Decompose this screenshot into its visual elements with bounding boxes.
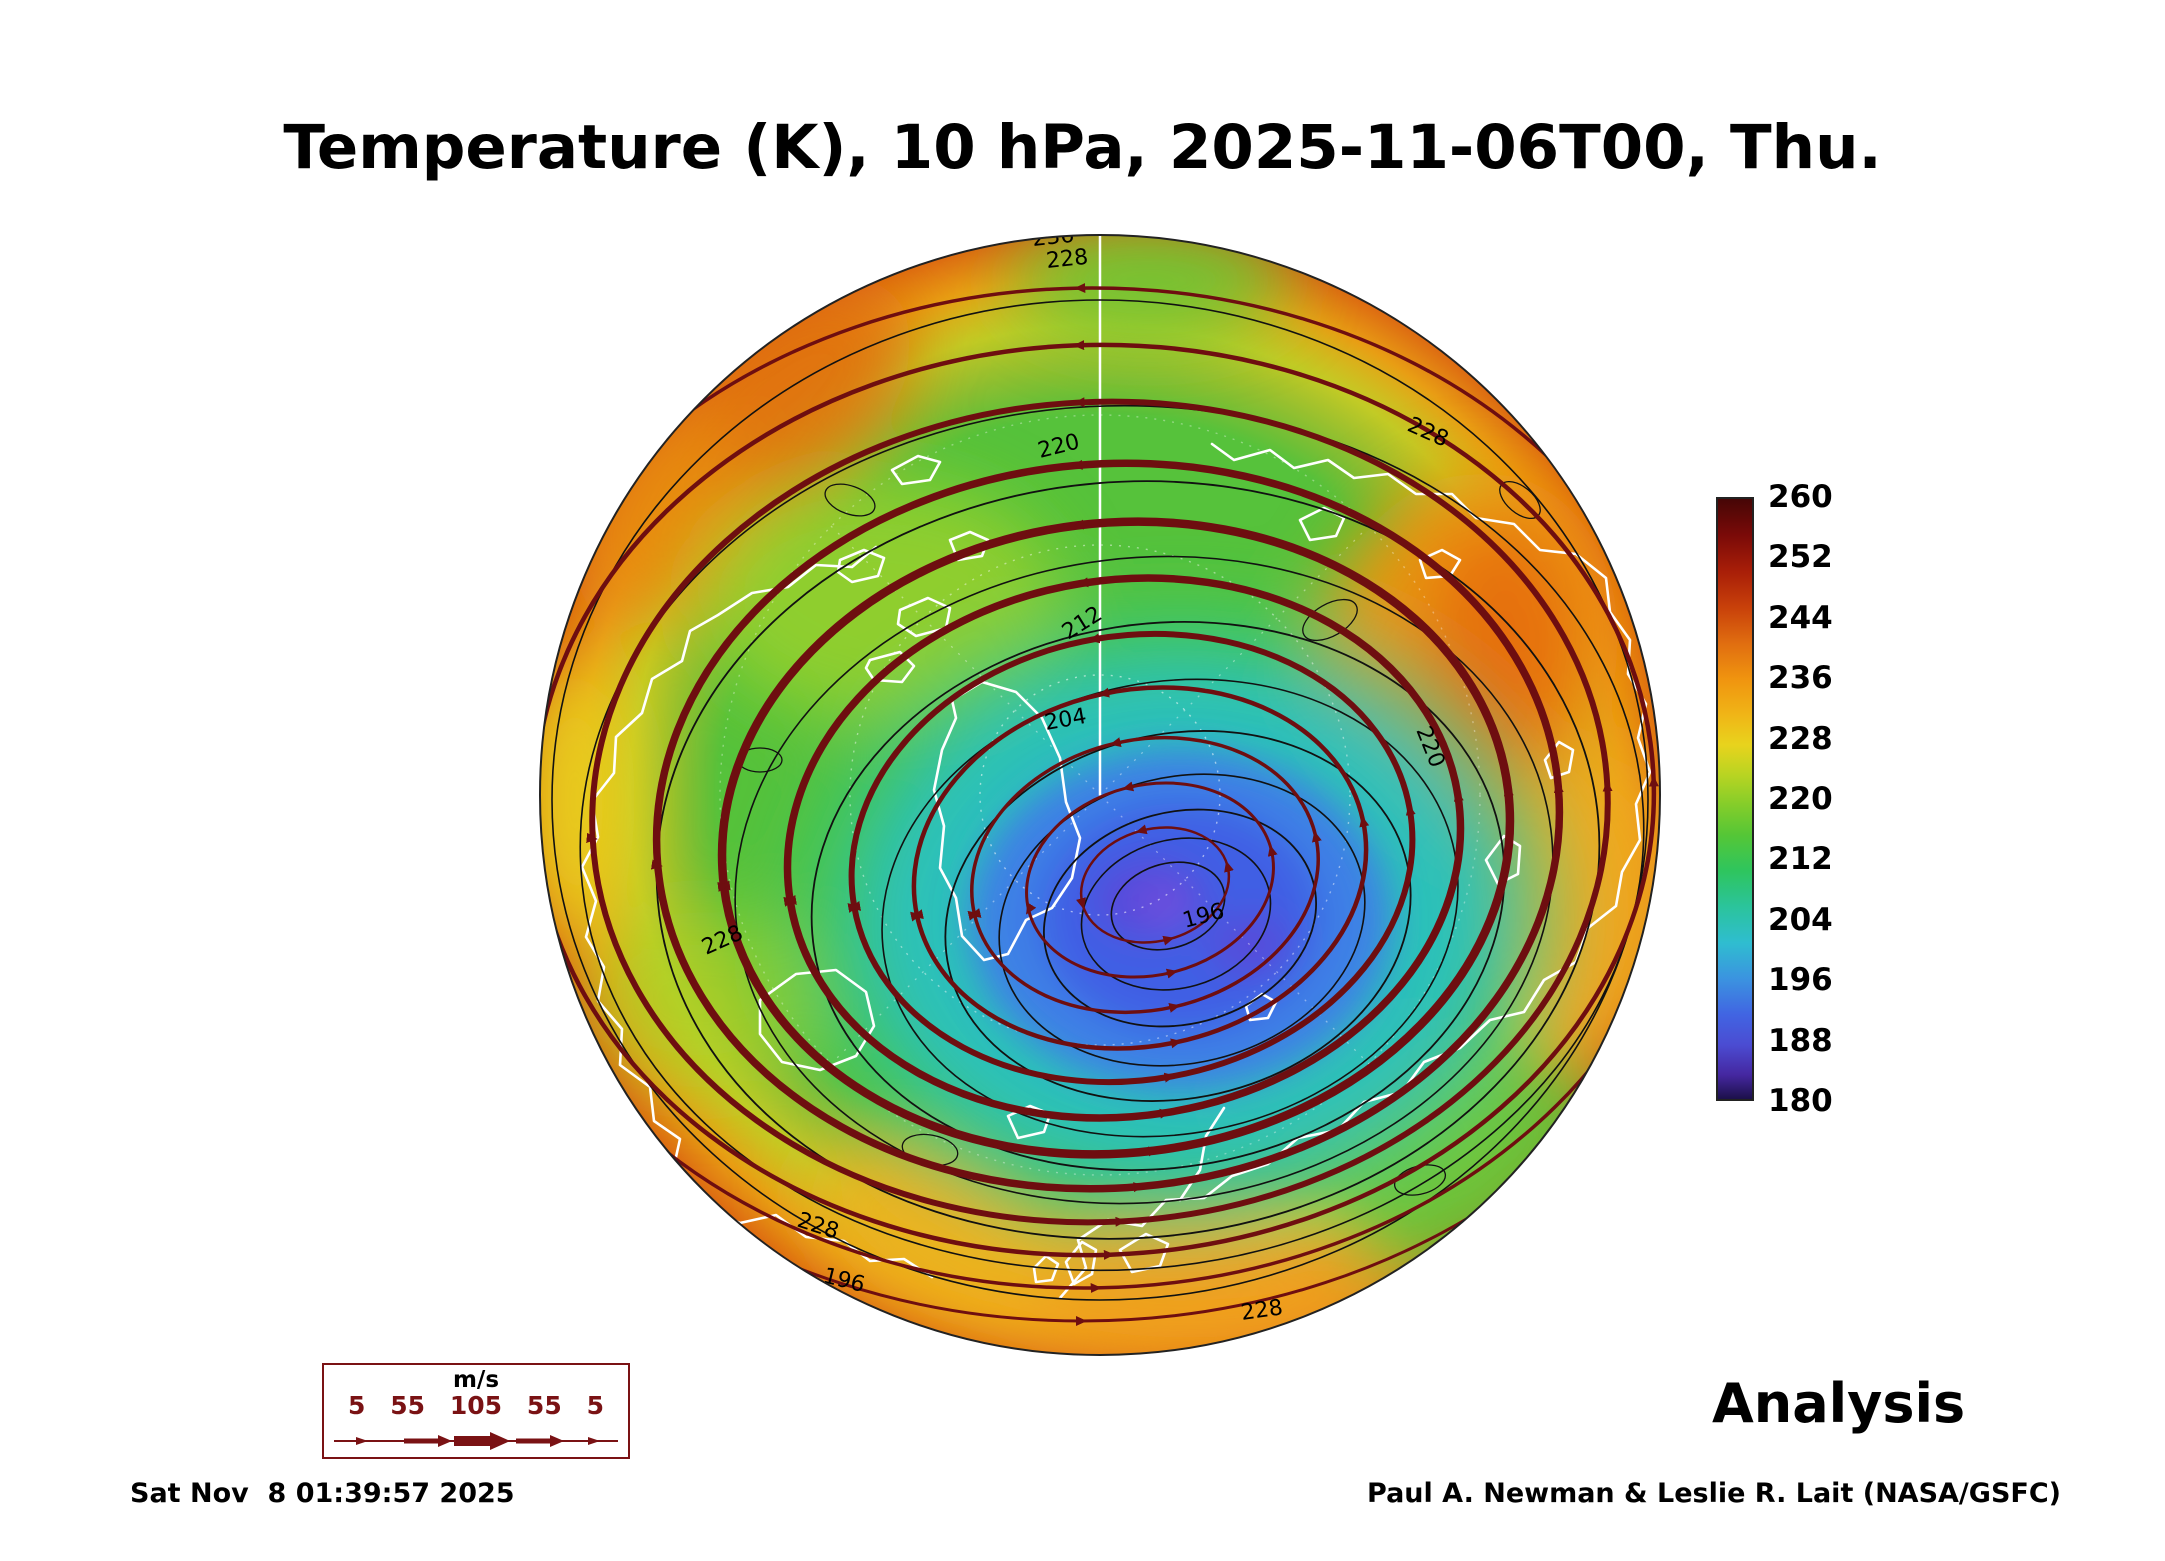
generation-timestamp: Sat Nov 8 01:39:57 2025 bbox=[130, 1478, 515, 1509]
colorbar-tick: 252 bbox=[1768, 539, 1833, 576]
colorbar-tick: 196 bbox=[1768, 962, 1833, 999]
colorbar-tick: 260 bbox=[1768, 479, 1833, 515]
wind-speed-legend: m/s 5 55 105 55 5 bbox=[322, 1363, 630, 1459]
colorbar bbox=[1716, 497, 1754, 1101]
wind-speed-value: 55 bbox=[526, 1391, 562, 1420]
wind-speed-value: 5 bbox=[586, 1391, 604, 1420]
colorbar-tick: 236 bbox=[1768, 660, 1833, 697]
wind-streamlines bbox=[540, 235, 1660, 1321]
colorbar-tick: 188 bbox=[1768, 1022, 1833, 1059]
analysis-label: Analysis bbox=[1712, 1372, 1966, 1435]
wind-speed-value: 5 bbox=[348, 1391, 366, 1420]
colorbar-tick: 204 bbox=[1768, 901, 1833, 938]
map-boundary bbox=[539, 234, 1661, 1356]
colorbar-tick: 180 bbox=[1768, 1083, 1833, 1119]
credit-text: Paul A. Newman & Leslie R. Lait (NASA/GS… bbox=[1367, 1478, 2061, 1509]
colorbar-tick: 212 bbox=[1768, 841, 1833, 878]
wind-speed-value: 105 bbox=[449, 1391, 503, 1420]
colorbar-tick: 244 bbox=[1768, 599, 1833, 636]
colorbar-ticks: 260 252 244 236 228 220 212 204 196 188 … bbox=[1768, 479, 1888, 1119]
colorbar-tick: 220 bbox=[1768, 781, 1833, 817]
colorbar-tick: 228 bbox=[1768, 720, 1833, 757]
contour-label: 228 bbox=[1045, 245, 1089, 274]
wind-legend-units: m/s bbox=[452, 1367, 500, 1393]
contour-label: 228 bbox=[1239, 1295, 1284, 1326]
wind-speed-value: 55 bbox=[390, 1391, 426, 1420]
wind-arrow-scale-icon bbox=[334, 1432, 618, 1450]
wind-legend-speeds: 5 55 105 55 5 bbox=[324, 1393, 628, 1419]
page-title: Temperature (K), 10 hPa, 2025-11-06T00, … bbox=[283, 112, 1882, 183]
contour-label: 236 bbox=[1031, 223, 1075, 252]
